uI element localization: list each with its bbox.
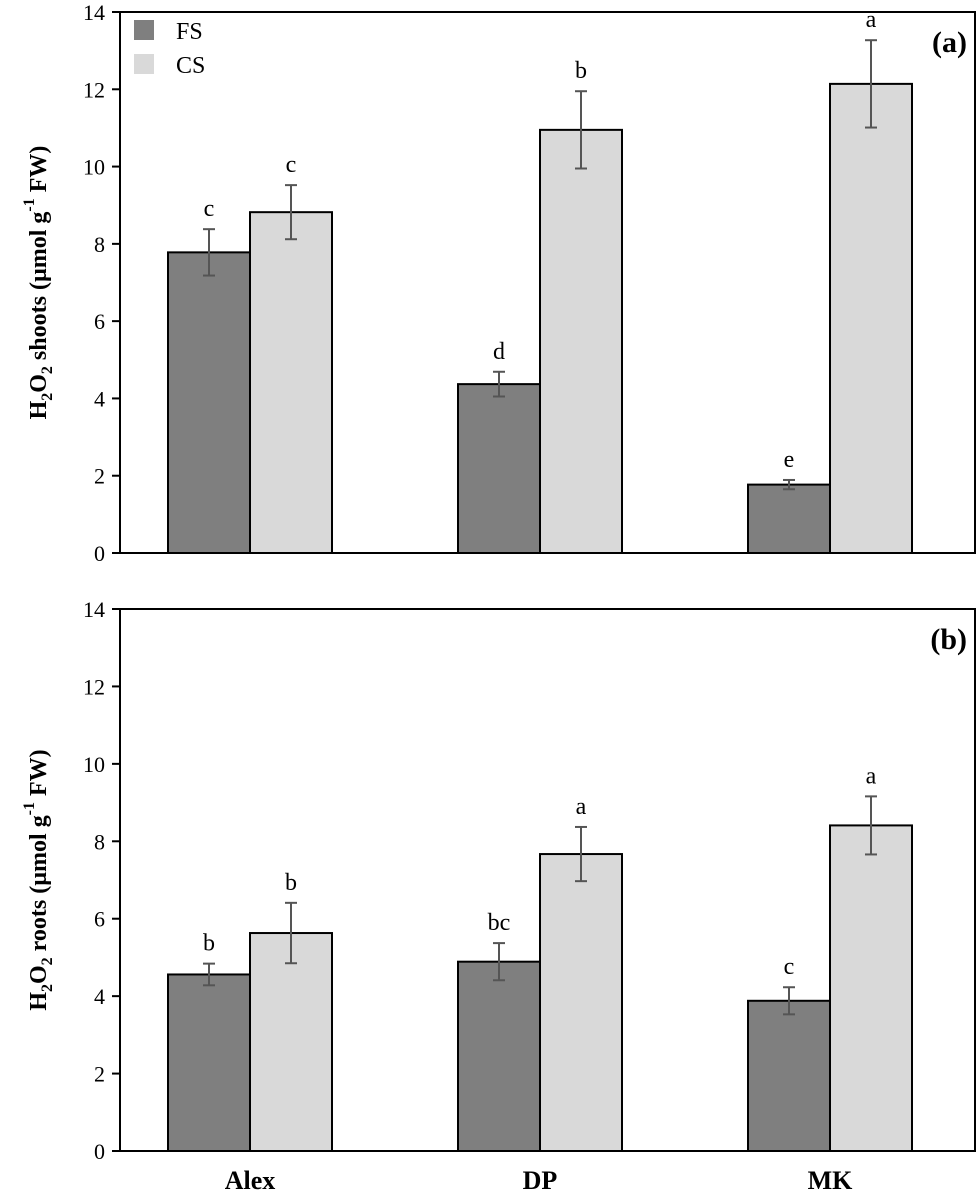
error-bar-fs-dp (493, 942, 505, 982)
y-tick-label: 0 (94, 541, 105, 566)
error-bar-fs-dp (493, 370, 505, 398)
bar-cs-mk (829, 82, 913, 555)
y-tick-label: 2 (94, 464, 105, 489)
significance-label: a (866, 7, 877, 33)
significance-label: b (203, 931, 215, 957)
bar-fs-alex (167, 973, 251, 1152)
significance-label: d (493, 339, 505, 365)
significance-label: a (576, 794, 587, 820)
bar-fs-dp (457, 960, 541, 1152)
y-tick-label: 2 (94, 1062, 105, 1087)
y-tick-label: 4 (94, 984, 105, 1009)
y-axis-label-part: H (26, 992, 52, 1011)
plot-frame (119, 11, 976, 554)
legend-label-cs: CS (176, 53, 205, 79)
significance-label: c (286, 152, 297, 178)
y-axis-label-part: shoots (µmol g (26, 212, 52, 367)
y-tick-label: 10 (83, 155, 105, 180)
significance-label: bc (488, 910, 511, 936)
significance-label: a (866, 763, 877, 789)
category-axis: Alex DP MK (225, 1166, 853, 1195)
error-bar-cs-dp (575, 90, 587, 170)
legend: FS CS (134, 19, 205, 79)
panel-label: (b) (930, 623, 967, 656)
y-tick-label: 8 (94, 232, 105, 257)
y-tick-label: 14 (83, 0, 105, 25)
y-axis-label-part: 2 (39, 393, 56, 401)
y-tick-label: 14 (83, 597, 105, 622)
y-axis-label: H2O2 shoots (µmol g-1 FW) (21, 146, 56, 420)
bar-fs-dp (457, 383, 541, 554)
y-tick-label: 6 (94, 907, 105, 932)
bar-cs-dp (539, 853, 623, 1152)
bar-fs-mk (747, 483, 831, 554)
significance-label: b (285, 870, 297, 896)
bar-cs-mk (829, 824, 913, 1152)
error-bar-fs-mk (783, 986, 795, 1016)
error-bar-fs-alex (203, 228, 215, 277)
bar-fs-alex (167, 251, 251, 554)
x-tick-label-mk: MK (808, 1166, 854, 1195)
y-axis-label-part: 2 (39, 957, 56, 965)
error-bar-cs-dp (575, 825, 587, 883)
y-tick-label: 12 (83, 674, 105, 699)
significance-label: c (204, 196, 215, 222)
legend-swatch-fs (134, 20, 154, 40)
y-axis-label-part: FW) (26, 146, 52, 199)
y-tick-label: 8 (94, 829, 105, 854)
error-bar-cs-mk (865, 39, 877, 129)
y-axis-label-part: 2 (39, 366, 56, 374)
significance-label: b (575, 58, 587, 84)
y-tick-label: 0 (94, 1139, 105, 1164)
bar-cs-alex (249, 211, 333, 554)
y-tick-label: 6 (94, 309, 105, 334)
plot-frame (119, 608, 976, 1152)
y-tick-label: 12 (83, 77, 105, 102)
legend-label-fs: FS (176, 19, 203, 45)
y-axis-label-part: O (26, 965, 52, 984)
y-tick-label: 10 (83, 752, 105, 777)
y-axis-label-part: FW) (26, 749, 52, 802)
error-bar-cs-alex (285, 901, 297, 965)
error-bar-fs-mk (783, 478, 795, 491)
error-bar-fs-alex (203, 962, 215, 987)
bar-fs-mk (747, 999, 831, 1152)
bar-cs-dp (539, 128, 623, 554)
x-tick-label-alex: Alex (225, 1166, 276, 1195)
y-axis-label-part: 2 (39, 984, 56, 992)
legend-swatch-cs (134, 54, 154, 74)
x-tick-label-dp: DP (523, 1166, 558, 1195)
panel-label: (a) (932, 26, 967, 59)
significance-label: c (784, 954, 795, 980)
bar-cs-alex (249, 932, 333, 1152)
y-axis-label-part: -1 (21, 802, 38, 815)
significance-label: e (784, 447, 795, 473)
y-axis-label: H2O2 roots (µmol g-1 FW) (21, 749, 56, 1010)
y-axis-label-part: H (26, 400, 52, 419)
error-bar-cs-mk (865, 795, 877, 856)
y-axis-label-part: -1 (21, 198, 38, 211)
y-tick-label: 4 (94, 386, 105, 411)
y-axis-label-part: roots (µmol g (26, 815, 52, 957)
error-bar-cs-alex (285, 184, 297, 241)
y-axis-label-part: O (26, 374, 52, 393)
